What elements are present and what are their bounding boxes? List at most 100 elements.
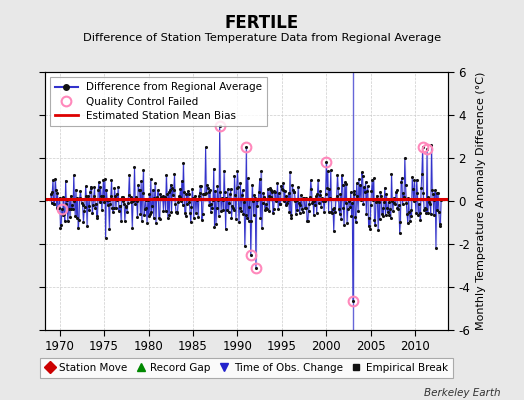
Point bbox=[138, 217, 146, 224]
Point bbox=[392, 187, 401, 194]
Point bbox=[62, 201, 71, 207]
Point bbox=[255, 176, 264, 182]
Point bbox=[147, 209, 156, 215]
Point bbox=[383, 205, 391, 212]
Point bbox=[105, 226, 114, 232]
Point bbox=[401, 155, 409, 161]
Point bbox=[309, 198, 317, 204]
Point bbox=[393, 205, 401, 212]
Point bbox=[385, 212, 394, 219]
Point bbox=[233, 185, 241, 191]
Point bbox=[75, 195, 84, 202]
Point bbox=[190, 195, 199, 202]
Point bbox=[298, 209, 307, 216]
Point bbox=[298, 206, 306, 212]
Point bbox=[210, 166, 218, 172]
Point bbox=[65, 196, 73, 203]
Point bbox=[68, 202, 77, 208]
Point bbox=[166, 187, 174, 193]
Point bbox=[195, 190, 204, 196]
Point bbox=[183, 201, 191, 207]
Point bbox=[121, 218, 129, 224]
Point bbox=[255, 188, 263, 195]
Point bbox=[232, 216, 240, 222]
Point bbox=[324, 168, 332, 174]
Point bbox=[139, 167, 148, 174]
Point bbox=[344, 206, 352, 212]
Point bbox=[80, 208, 88, 214]
Point bbox=[182, 191, 191, 198]
Point bbox=[384, 209, 392, 215]
Point bbox=[269, 209, 277, 216]
Point bbox=[115, 202, 124, 209]
Point bbox=[259, 190, 268, 196]
Point bbox=[279, 180, 288, 186]
Point bbox=[346, 189, 355, 196]
Point bbox=[122, 204, 130, 210]
Point bbox=[330, 205, 339, 212]
Point bbox=[395, 202, 403, 208]
Point bbox=[315, 199, 323, 206]
Point bbox=[253, 203, 261, 210]
Point bbox=[258, 225, 266, 232]
Point bbox=[402, 200, 410, 206]
Point bbox=[425, 198, 433, 205]
Point bbox=[429, 191, 437, 197]
Point bbox=[205, 202, 213, 209]
Point bbox=[235, 219, 243, 226]
Point bbox=[433, 207, 442, 214]
Point bbox=[208, 201, 216, 208]
Point bbox=[183, 188, 192, 194]
Point bbox=[204, 189, 213, 195]
Point bbox=[90, 193, 98, 200]
Point bbox=[386, 206, 394, 212]
Point bbox=[238, 187, 247, 193]
Point bbox=[58, 212, 67, 218]
Point bbox=[409, 198, 418, 204]
Point bbox=[380, 199, 388, 205]
Point bbox=[278, 186, 286, 193]
Point bbox=[128, 225, 136, 231]
Point bbox=[364, 222, 373, 229]
Point bbox=[283, 196, 292, 203]
Point bbox=[253, 197, 261, 203]
Point bbox=[256, 215, 265, 222]
Point bbox=[380, 184, 389, 191]
Point bbox=[336, 191, 345, 197]
Point bbox=[285, 190, 293, 196]
Point bbox=[306, 194, 314, 200]
Point bbox=[335, 210, 344, 217]
Point bbox=[359, 201, 367, 208]
Point bbox=[365, 214, 374, 221]
Point bbox=[310, 212, 318, 218]
Point bbox=[187, 219, 195, 225]
Point bbox=[267, 194, 275, 200]
Point bbox=[51, 176, 59, 182]
Point bbox=[241, 243, 249, 250]
Point bbox=[118, 194, 126, 200]
Point bbox=[301, 204, 310, 211]
Point bbox=[108, 205, 116, 212]
Point bbox=[154, 187, 162, 193]
Point bbox=[432, 190, 441, 197]
Point bbox=[316, 188, 324, 194]
Point bbox=[246, 196, 254, 202]
Point bbox=[373, 198, 381, 205]
Point bbox=[236, 180, 245, 186]
Point bbox=[196, 183, 204, 189]
Point bbox=[190, 215, 198, 222]
Point bbox=[371, 222, 379, 228]
Point bbox=[322, 159, 331, 166]
Point bbox=[400, 194, 408, 200]
Point bbox=[313, 190, 322, 197]
Point bbox=[221, 226, 230, 232]
Point bbox=[94, 186, 102, 193]
Point bbox=[151, 180, 159, 186]
Point bbox=[47, 191, 55, 197]
Point bbox=[432, 245, 440, 252]
Point bbox=[181, 210, 189, 216]
Point bbox=[378, 205, 387, 211]
Point bbox=[361, 189, 369, 195]
Point bbox=[210, 224, 219, 230]
Point bbox=[141, 196, 150, 203]
